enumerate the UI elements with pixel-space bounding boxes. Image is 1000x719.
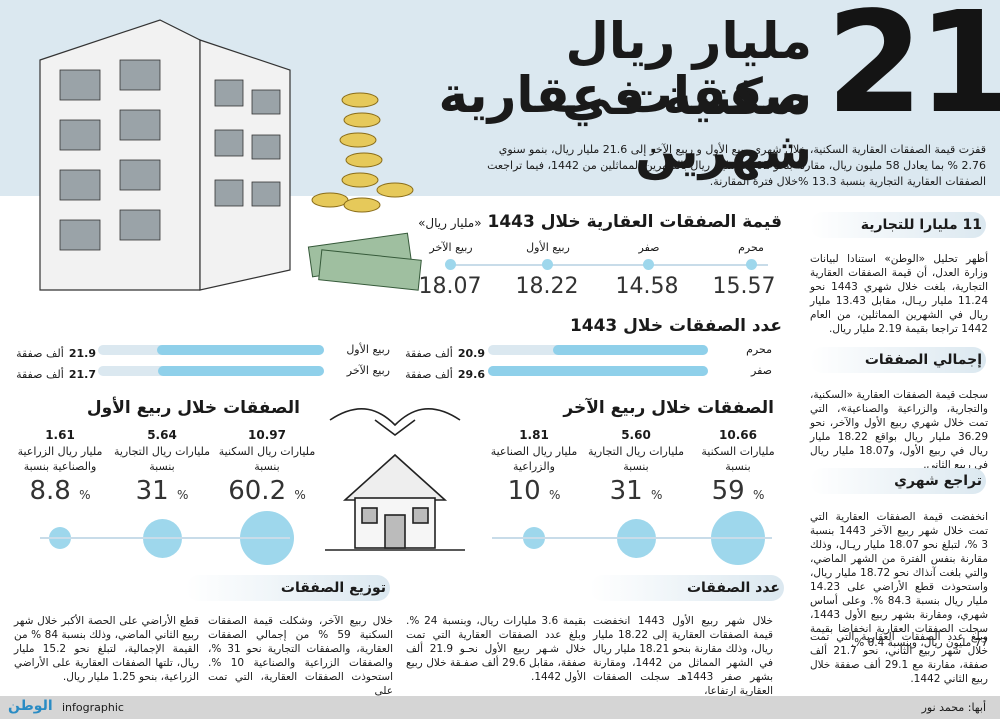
rabi-awal-residential-pct: 60.2 %: [217, 476, 317, 506]
footer-tag: infographic: [62, 701, 124, 714]
value-rabi-akhar: 18.07: [418, 274, 482, 299]
count-bar-safar: [488, 366, 708, 376]
rabi-awal-residential-pct-value: 60.2: [228, 476, 287, 506]
value-point-rabi-awal: [542, 259, 553, 270]
value-safar: 14.58: [615, 274, 679, 299]
rabi-awal-residential-pct-sign: %: [294, 488, 306, 502]
rabi-awal-agricultural-pct-sign: %: [79, 488, 91, 502]
rabi-akhar-industrial-pct: 10 %: [484, 476, 584, 506]
rabi-awal-axis: [40, 537, 290, 539]
rabi-akhar-commercial-pct-sign: %: [650, 488, 663, 502]
rabi-awal-commercial-pct-sign: %: [176, 488, 189, 502]
count-unit-rabi-awal: ألف صفقة: [16, 347, 64, 360]
rabi-awal-agricultural-pct-value: 8.8: [29, 476, 71, 506]
count-value-rabi-akhar: 21.7 ألف صفقة: [6, 363, 96, 382]
rabi-akhar-residential-pct-value: 59: [711, 476, 745, 506]
count-value-rabi-awal: 21.9 ألف صفقة: [6, 342, 96, 361]
count-value-muharram: 20.9 ألف صفقة: [395, 342, 485, 361]
headline-line-2: سكنية في شهرين: [561, 68, 812, 180]
count-bar-track-rabi-awal: [98, 345, 324, 355]
footer-brand: الوطن: [8, 698, 53, 714]
count-unit-safar: ألف صفقة: [405, 368, 453, 381]
count-label-rabi-akhar: ربيع الآخر: [346, 364, 390, 377]
rabi-akhar-industrial-pct-sign: %: [548, 488, 561, 502]
value-chart-title-text: قيمة الصفقات العقارية خلال 1443: [487, 212, 783, 232]
value-point-safar: [643, 259, 654, 270]
value-chart-unit: «مليار ريال»: [418, 216, 482, 230]
value-point-rabi-akhar: [445, 259, 456, 270]
rabi-akhar-residential-desc: مليارات السكنية بنسبة: [701, 445, 775, 473]
section-label-commercial: 11 مليارا للتجارية: [810, 212, 986, 238]
count-text-col2: بقيمة 3.6 مليارات ريال، وبنسبة 24 %. وبل…: [406, 615, 587, 683]
rabi-awal-commercial-pct-value: 31: [135, 476, 169, 506]
rabi-akhar-industrial-value: 1.81: [519, 428, 549, 442]
count-bar-track-rabi-akhar: [98, 366, 324, 376]
rabi-awal-title: الصفقات خلال ربيع الأول: [86, 398, 300, 418]
value-muharram: 15.57: [712, 274, 776, 299]
count-bar-track-muharram: [488, 345, 708, 355]
rabi-awal-commercial-pct: 31 %: [112, 476, 212, 506]
count-label-muharram: محرم: [746, 343, 772, 356]
rabi-awal-agricultural-value: 1.61: [45, 428, 75, 442]
value-chart-axis: [450, 264, 768, 266]
section-label-count: عدد الصفقات: [590, 575, 784, 601]
count-number-rabi-akhar: 21.7: [68, 368, 96, 381]
footer-credit: أبها: محمد نور: [921, 701, 986, 714]
distribution-text-col1: خلال ربيع الآخر، وشكلت قيمة الصفقات السك…: [208, 615, 393, 697]
count-number-safar: 29.6: [457, 368, 485, 381]
count-unit-muharram: ألف صفقة: [405, 347, 453, 360]
building-illustration: [39, 19, 291, 291]
sidebar-text-monthly-decline: انخفضت قيمة الصفقات العقارية التي تمت خل…: [810, 511, 988, 649]
count-bar-rabi-awal: [156, 345, 324, 355]
rabi-akhar-title: الصفقات خلال ربيع الآخر: [563, 398, 774, 418]
value-label-rabi-akhar: ربيع الآخر: [429, 241, 473, 254]
coins-illustration: [307, 92, 422, 291]
distribution-text-col2: قطع الأراضي على الحصة الأكبر خلال شهر رب…: [14, 615, 199, 683]
count-chart-title: عدد الصفقات خلال 1443: [569, 316, 782, 336]
count-bar-track-safar: [488, 366, 708, 376]
sidebar-text-commercial: أظهر تحليل «الوطن» استنادا لبيانات وزارة…: [810, 253, 988, 335]
rabi-awal-residential-value: 10.97: [248, 428, 286, 442]
rabi-awal-agricultural-pct: 8.8 %: [10, 476, 110, 506]
headline-number: 21: [826, 0, 1000, 145]
value-point-muharram: [746, 259, 757, 270]
rabi-akhar-commercial-value: 5.60: [621, 428, 651, 442]
count-label-safar: صفر: [751, 364, 772, 377]
count-unit-rabi-akhar: ألف صفقة: [16, 368, 64, 381]
value-chart-title: قيمة الصفقات العقارية خلال 1443 «مليار ر…: [362, 212, 782, 232]
rabi-akhar-industrial-desc: مليار ريال الصناعية والزراعية: [490, 445, 578, 473]
rabi-akhar-residential-pct-sign: %: [752, 488, 765, 502]
rabi-akhar-commercial-pct-value: 31: [609, 476, 643, 506]
rabi-akhar-axis: [492, 537, 772, 539]
rabi-akhar-industrial-pct-value: 10: [507, 476, 541, 506]
count-bar-rabi-akhar: [158, 366, 324, 376]
rabi-akhar-commercial-desc: مليارات ريال التجارية بنسبة: [587, 445, 685, 473]
value-label-muharram: محرم: [738, 241, 764, 254]
rabi-awal-commercial-value: 5.64: [147, 428, 177, 442]
rabi-akhar-commercial-pct: 31 %: [586, 476, 686, 506]
rabi-awal-commercial-desc: مليارات ريال التجارية بنسبة: [113, 445, 211, 473]
value-rabi-awal: 18.22: [515, 274, 579, 299]
count-value-safar: 29.6 ألف صفقة: [395, 363, 485, 382]
section-label-distribution: توزيع الصفقات: [186, 575, 390, 601]
rabi-akhar-residential-pct: 59 %: [688, 476, 788, 506]
value-label-rabi-awal: ربيع الأول: [526, 241, 570, 254]
count-label-rabi-awal: ربيع الأول: [346, 343, 390, 356]
sidebar-text-total: سجلت قيمة الصفقات العقارية «السكنية، وال…: [810, 389, 988, 471]
count-text-col1: خلال شهر ربيع الأول 1443 انخفضت قيمة الص…: [593, 615, 774, 697]
value-label-safar: صفر: [638, 241, 660, 254]
section-label-total: إجمالي الصفقات: [810, 347, 986, 373]
sidebar-text-count-tail: وبلغ عدد الصفقات العقارية التي تمت خلال …: [810, 631, 988, 685]
intro-paragraph: قفزت قيمة الصفقات العقارية السكنية، خلال…: [487, 143, 986, 188]
count-number-muharram: 20.9: [457, 347, 485, 360]
rabi-akhar-residential-value: 10.66: [719, 428, 757, 442]
count-bar-muharram: [552, 345, 708, 355]
house-handshake-illustration: [325, 408, 465, 551]
rabi-awal-agricultural-desc: مليار ريال الزراعية والصناعية بنسبة: [17, 445, 103, 473]
headline-line-1: مليار ريال صفقات عقارية: [438, 12, 812, 124]
footer: [0, 696, 1000, 719]
rabi-awal-residential-desc: مليارات ريال السكنية بنسبة: [218, 445, 316, 473]
section-label-monthly-decline: تراجع شهري: [810, 468, 986, 494]
count-number-rabi-awal: 21.9: [68, 347, 96, 360]
